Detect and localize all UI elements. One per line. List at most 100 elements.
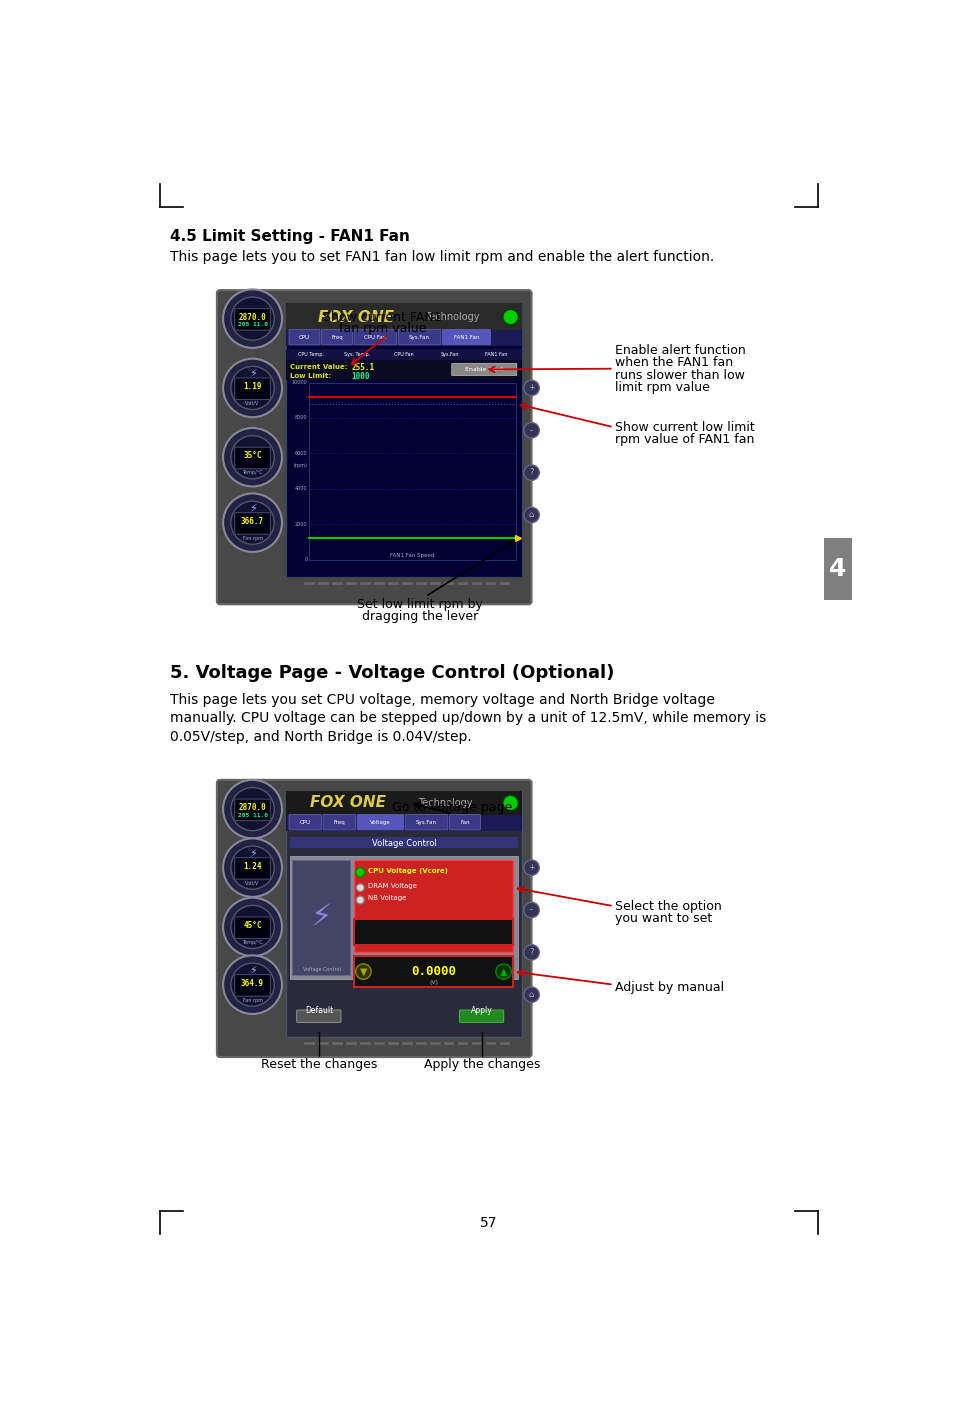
Text: limit rpm value: limit rpm value — [615, 380, 709, 395]
Bar — [286, 790, 521, 1038]
Text: Apply the changes: Apply the changes — [423, 1057, 539, 1071]
FancyBboxPatch shape — [234, 378, 270, 400]
Circle shape — [523, 945, 538, 960]
Circle shape — [502, 795, 517, 810]
FancyBboxPatch shape — [234, 974, 270, 997]
Text: Show current FAN1: Show current FAN1 — [323, 310, 441, 324]
Text: FAN1 Fan: FAN1 Fan — [454, 334, 478, 340]
Circle shape — [223, 897, 282, 956]
Text: FOX ONE: FOX ONE — [310, 796, 385, 810]
Circle shape — [231, 788, 274, 831]
Text: 4.5 Limit Setting - FAN1 Fan: 4.5 Limit Setting - FAN1 Fan — [170, 229, 409, 243]
Bar — [286, 303, 521, 330]
FancyBboxPatch shape — [354, 330, 396, 345]
Circle shape — [223, 493, 282, 552]
Text: 1.24: 1.24 — [243, 862, 261, 870]
Text: Technology: Technology — [417, 797, 472, 807]
Text: dragging the lever: dragging the lever — [361, 611, 477, 623]
Bar — [286, 361, 521, 380]
Text: Default: Default — [305, 1007, 333, 1015]
Text: ▼: ▼ — [359, 966, 367, 977]
Text: ?: ? — [529, 468, 534, 477]
FancyBboxPatch shape — [356, 814, 403, 830]
Bar — [290, 856, 517, 980]
FancyBboxPatch shape — [442, 330, 490, 345]
Bar — [354, 920, 513, 945]
Text: ⚡: ⚡ — [311, 903, 332, 932]
Text: 1.19: 1.19 — [243, 382, 261, 390]
Text: DRAM Voltage: DRAM Voltage — [368, 883, 416, 889]
Text: 255.1: 255.1 — [352, 362, 375, 372]
Text: Voltage: Voltage — [370, 820, 391, 824]
Bar — [309, 382, 516, 560]
FancyBboxPatch shape — [296, 1009, 340, 1022]
Circle shape — [523, 903, 538, 918]
Text: Select the option: Select the option — [615, 900, 721, 913]
Text: +: + — [528, 863, 535, 872]
Text: NB Voltage: NB Voltage — [368, 896, 406, 901]
Text: CPU Fan: CPU Fan — [364, 334, 386, 340]
Text: Technology: Technology — [425, 312, 479, 322]
Text: Fan rpm: Fan rpm — [242, 998, 262, 1002]
FancyBboxPatch shape — [216, 779, 531, 1057]
Circle shape — [223, 289, 282, 348]
Text: Freq: Freq — [331, 334, 342, 340]
Text: 5. Voltage Page - Voltage Control (Optional): 5. Voltage Page - Voltage Control (Optio… — [170, 664, 614, 681]
Circle shape — [231, 366, 274, 410]
Text: 45°C: 45°C — [243, 921, 261, 929]
Text: 2870.0: 2870.0 — [238, 803, 266, 812]
FancyBboxPatch shape — [405, 814, 447, 830]
Text: Volt/V: Volt/V — [245, 400, 259, 406]
Circle shape — [231, 847, 274, 889]
Text: Reset the changes: Reset the changes — [261, 1057, 377, 1071]
Text: ⚡: ⚡ — [249, 504, 256, 514]
Text: FAN1 Fan Speed: FAN1 Fan Speed — [390, 553, 435, 557]
Text: This page lets you to set FAN1 fan low limit rpm and enable the alert function.: This page lets you to set FAN1 fan low l… — [170, 250, 713, 264]
FancyBboxPatch shape — [234, 799, 270, 821]
Text: Apply: Apply — [471, 1007, 493, 1015]
Text: 10000: 10000 — [292, 380, 307, 385]
Text: (V): (V) — [429, 980, 437, 984]
Text: manually. CPU voltage can be stepped up/down by a unit of 12.5mV, while memory i: manually. CPU voltage can be stepped up/… — [170, 712, 765, 726]
Text: when the FAN1 fan: when the FAN1 fan — [615, 357, 733, 369]
Text: Show current low limit: Show current low limit — [615, 421, 754, 434]
Text: CPU: CPU — [298, 334, 310, 340]
Circle shape — [523, 465, 538, 480]
Text: 57: 57 — [479, 1216, 497, 1230]
FancyBboxPatch shape — [289, 330, 319, 345]
Bar — [292, 859, 350, 976]
Text: ⌂: ⌂ — [528, 511, 534, 519]
Bar — [823, 538, 851, 600]
FancyBboxPatch shape — [234, 917, 270, 938]
Circle shape — [223, 838, 282, 897]
Circle shape — [356, 883, 364, 892]
Text: Sys. Temp.: Sys. Temp. — [344, 352, 370, 358]
Text: Temp/°C: Temp/°C — [242, 939, 263, 945]
Text: rpm value of FAN1 fan: rpm value of FAN1 fan — [615, 434, 754, 446]
Circle shape — [355, 965, 371, 980]
Text: 8000: 8000 — [294, 416, 307, 420]
Text: Low Limit:: Low Limit: — [290, 373, 331, 379]
Bar — [290, 837, 517, 848]
Text: Freq: Freq — [334, 820, 345, 824]
Text: CPU: CPU — [299, 820, 311, 824]
Text: 205 11.0: 205 11.0 — [237, 323, 267, 327]
Circle shape — [523, 380, 538, 396]
Text: runs slower than low: runs slower than low — [615, 369, 744, 382]
Text: 6000: 6000 — [294, 451, 307, 456]
Circle shape — [231, 435, 274, 479]
FancyBboxPatch shape — [397, 330, 440, 345]
Text: CPU Temp.: CPU Temp. — [297, 352, 323, 358]
Text: ⚡: ⚡ — [249, 966, 256, 976]
Text: you want to set: you want to set — [615, 913, 712, 925]
Text: 4000: 4000 — [294, 486, 307, 491]
Text: FAN1 Fan: FAN1 Fan — [485, 352, 507, 358]
Circle shape — [356, 896, 364, 904]
Circle shape — [523, 423, 538, 438]
Text: Current Value:: Current Value: — [290, 364, 347, 371]
Bar — [286, 790, 521, 816]
Text: 0.05V/step, and North Bridge is 0.04V/step.: 0.05V/step, and North Bridge is 0.04V/st… — [170, 730, 471, 744]
Circle shape — [223, 358, 282, 417]
Text: ▲: ▲ — [499, 966, 507, 977]
Text: 205 11.0: 205 11.0 — [237, 813, 267, 817]
